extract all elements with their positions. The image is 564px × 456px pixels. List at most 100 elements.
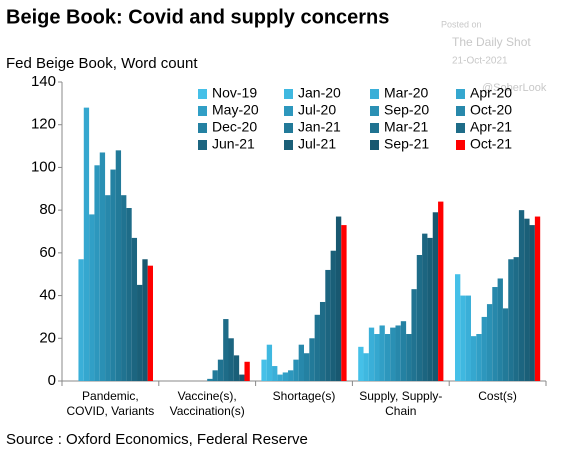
legend-label: Sep-20: [384, 102, 429, 118]
source-note: Source : Oxford Economics, Federal Reser…: [6, 431, 308, 448]
bar: [422, 233, 428, 381]
bar: [368, 327, 375, 381]
bar: [427, 237, 433, 381]
bar: [341, 225, 347, 381]
x-tick-label: Vaccine(s),: [178, 389, 237, 403]
legend-swatch: [284, 106, 293, 116]
x-tick-label: Cost(s): [478, 389, 517, 403]
y-tick-label: 0: [48, 372, 56, 389]
bar: [358, 346, 364, 381]
bar: [524, 218, 530, 381]
bar: [325, 269, 331, 381]
bar: [131, 237, 138, 381]
bar: [395, 325, 401, 381]
x-tick-label: COVID, Variants: [66, 404, 154, 418]
bar: [244, 361, 250, 381]
legend-swatch: [456, 123, 465, 133]
bar: [266, 344, 273, 381]
bar: [89, 214, 95, 381]
y-tick-label: 40: [39, 287, 56, 304]
bar: [298, 344, 304, 381]
y-tick-label: 120: [31, 116, 56, 133]
bar: [330, 250, 336, 381]
legend-swatch: [198, 123, 207, 133]
bar: [465, 295, 471, 381]
bar: [277, 374, 283, 381]
bar: [228, 338, 234, 381]
bar: [223, 319, 229, 381]
bar: [335, 216, 342, 381]
legend-swatch: [370, 89, 379, 99]
bar: [78, 259, 84, 381]
bar: [304, 353, 310, 381]
y-tick-label: 100: [31, 158, 56, 175]
legend-swatch: [456, 89, 465, 99]
bar: [379, 325, 385, 381]
bar: [481, 316, 487, 381]
legend-label: Apr-21: [470, 119, 512, 135]
bar: [492, 287, 498, 381]
bar: [502, 308, 509, 381]
bar: [110, 169, 116, 381]
bar: [406, 334, 412, 381]
bar: [147, 265, 153, 381]
legend-swatch: [198, 140, 207, 150]
legend-label: Jan-20: [298, 85, 341, 101]
bar: [314, 314, 320, 381]
bar: [476, 334, 482, 381]
bar: [94, 165, 100, 381]
bar: [99, 152, 106, 381]
legend-label: Oct-21: [470, 136, 512, 152]
legend-label: Jan-21: [298, 119, 341, 135]
legend-label: Sep-21: [384, 136, 429, 152]
bar: [460, 295, 466, 381]
legend-swatch: [284, 140, 293, 150]
watermark: The Daily Shot: [452, 35, 531, 49]
bar: [390, 327, 396, 381]
bar: [374, 334, 380, 381]
watermark: Posted on: [441, 19, 482, 29]
legend-swatch: [370, 140, 379, 150]
bar: [319, 301, 326, 381]
bar: [416, 254, 423, 381]
chart-subtitle: Fed Beige Book, Word count: [6, 55, 198, 72]
bar: [486, 304, 493, 381]
bar: [455, 274, 461, 381]
bar: [513, 257, 519, 381]
bar: [518, 210, 525, 381]
legend-label: Oct-20: [470, 102, 512, 118]
legend-swatch: [284, 89, 293, 99]
bar: [432, 212, 439, 381]
bar: [400, 321, 407, 381]
bar: [137, 284, 143, 381]
y-tick-label: 60: [39, 244, 56, 261]
legend-label: Jul-21: [298, 136, 336, 152]
bar: [121, 195, 127, 381]
bar: [309, 338, 315, 381]
bar: [126, 208, 132, 381]
legend-label: Jun-21: [212, 136, 255, 152]
legend-swatch: [284, 123, 293, 133]
bar: [497, 278, 503, 381]
bar: [212, 370, 218, 381]
bar: [293, 359, 299, 381]
x-tick-label: Shortage(s): [273, 389, 336, 403]
bar: [261, 359, 267, 381]
legend-label: Jul-20: [298, 102, 336, 118]
x-tick-label: Supply, Supply-: [359, 389, 442, 403]
legend-label: Mar-20: [384, 85, 429, 101]
bar: [384, 334, 391, 381]
x-tick-label: Pandemic,: [82, 389, 139, 403]
bar: [233, 355, 240, 381]
bar: [534, 216, 541, 381]
legend-label: Apr-20: [470, 85, 512, 101]
bar: [508, 259, 514, 381]
legend-swatch: [456, 140, 465, 150]
bar: [411, 289, 417, 381]
legend-label: Mar-21: [384, 119, 429, 135]
bar: [115, 150, 122, 381]
chart-title: Beige Book: Covid and supply concerns: [6, 6, 389, 28]
bar: [217, 359, 224, 381]
legend-label: Dec-20: [212, 119, 257, 135]
